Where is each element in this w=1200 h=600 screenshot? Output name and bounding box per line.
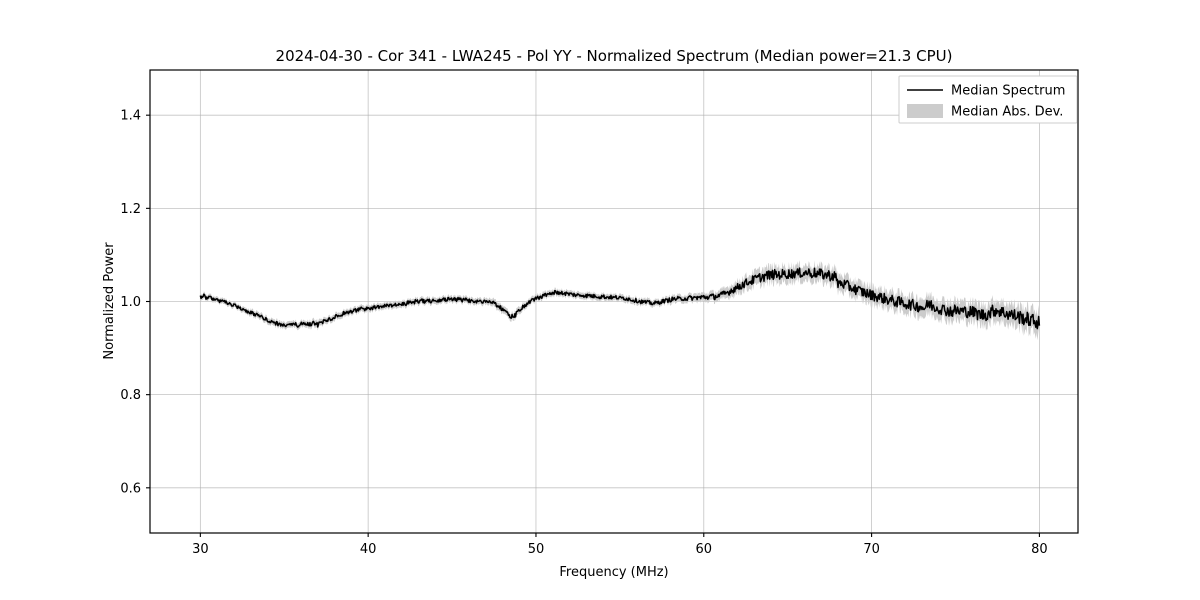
y-axis-title: Normalized Power: [102, 242, 117, 360]
x-axis-title: Frequency (MHz): [559, 565, 668, 580]
x-tick-label: 60: [696, 542, 713, 557]
x-tick-label: 50: [528, 542, 545, 557]
y-tick-label: 1.4: [120, 109, 141, 124]
median-spectrum-line: [199, 267, 1041, 330]
y-tick-labels: 0.6 0.8 1.0 1.2 1.4: [120, 109, 141, 497]
chart-legend[interactable]: Median Spectrum Median Abs. Dev.: [898, 75, 1078, 124]
x-tick-labels: 30 40 50 60 70 80: [192, 542, 1048, 557]
x-tick-label: 40: [360, 542, 377, 557]
y-tick-label: 0.6: [120, 481, 141, 496]
y-tick-label: 0.8: [120, 388, 141, 403]
x-tick-label: 80: [1031, 542, 1048, 557]
chart-title: 2024-04-30 - Cor 341 - LWA245 - Pol YY -…: [276, 47, 953, 65]
legend-band-swatch: [907, 104, 943, 118]
x-tick-label: 70: [863, 542, 880, 557]
y-tick-label: 1.0: [120, 295, 141, 310]
legend-label: Median Spectrum: [951, 84, 1065, 99]
x-tick-label: 30: [192, 542, 209, 557]
axis-ticks: [146, 114, 1040, 537]
median-trace: [199, 267, 1041, 330]
y-tick-label: 1.2: [120, 202, 141, 217]
legend-label: Median Abs. Dev.: [951, 105, 1063, 120]
legend-background: [898, 75, 1078, 124]
